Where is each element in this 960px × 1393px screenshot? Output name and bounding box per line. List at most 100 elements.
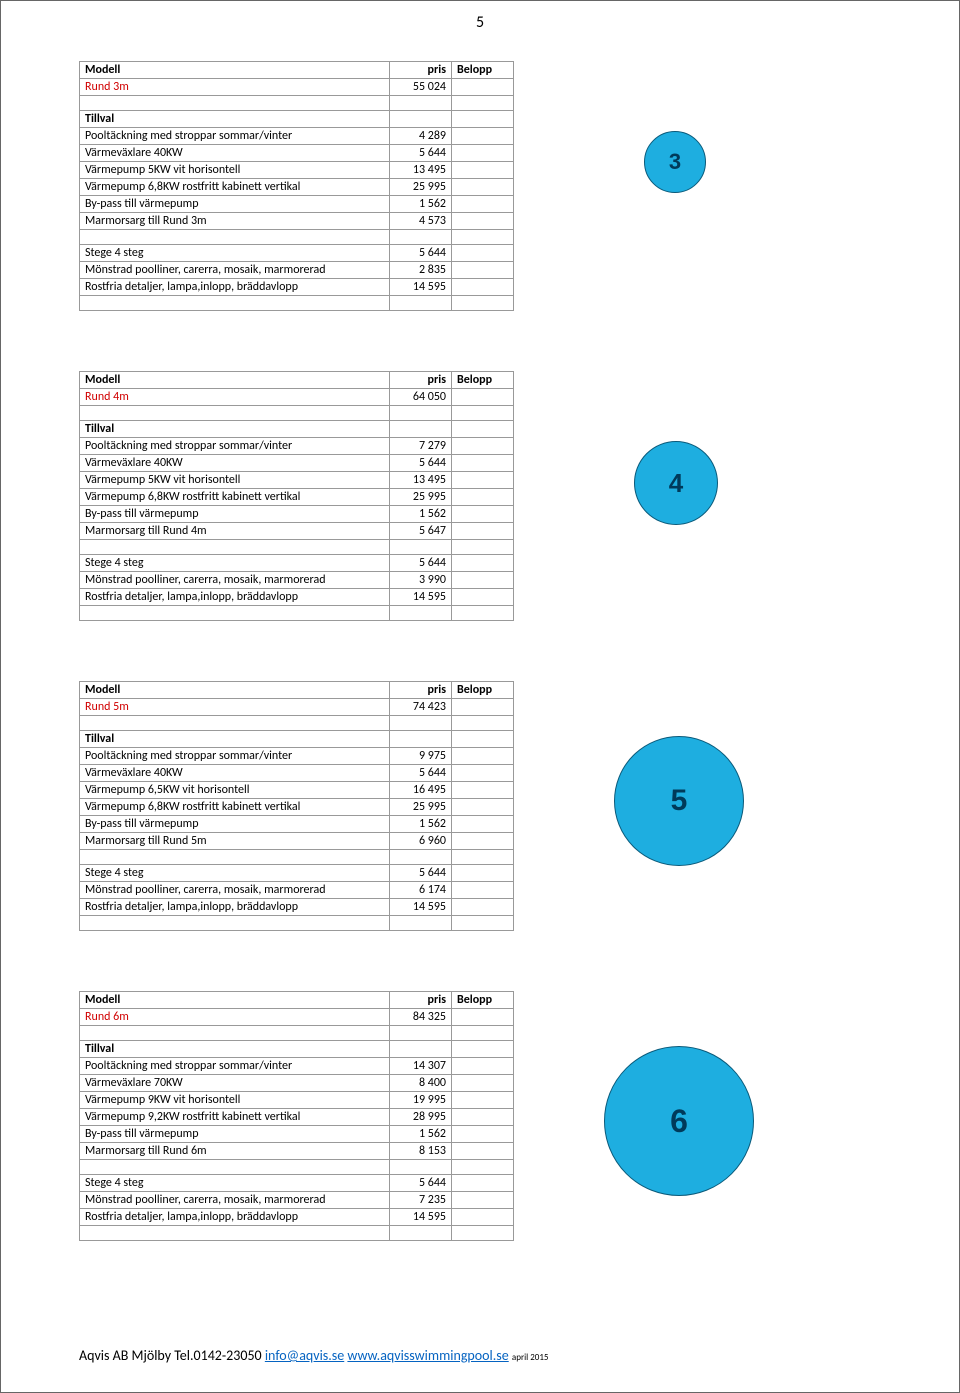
option-label: Marmorsarg till Rund 6m [80, 1143, 390, 1160]
empty-cell [452, 1075, 514, 1092]
cell [80, 230, 390, 245]
cell [390, 96, 452, 111]
option-label: Rostfria detaljer, lampa,inlopp, bräddav… [80, 899, 390, 916]
cell [390, 1226, 452, 1241]
option-price: 5 644 [390, 145, 452, 162]
empty-cell [452, 245, 514, 262]
price-table: ModellprisBeloppRund 6m84 325TillvalPool… [79, 991, 514, 1241]
option-price: 5 644 [390, 555, 452, 572]
option-label: Värmepump 6,8KW rostfritt kabinett verti… [80, 799, 390, 816]
empty-cell [452, 79, 514, 96]
footer-email-link[interactable]: info@aqvis.se [265, 1347, 344, 1364]
option-label: Mönstrad poolliner, carerra, mosaik, mar… [80, 882, 390, 899]
option-price: 25 995 [390, 489, 452, 506]
header-belopp: Belopp [452, 682, 514, 699]
empty-cell [452, 279, 514, 296]
header-modell: Modell [80, 682, 390, 699]
option-label: Värmepump 9,2KW rostfritt kabinett verti… [80, 1109, 390, 1126]
cell [452, 230, 514, 245]
table-row [80, 96, 514, 111]
option-label: By-pass till värmepump [80, 506, 390, 523]
option-label: Värmepump 6,5KW vit horisontell [80, 782, 390, 799]
cell [80, 540, 390, 555]
option-price: 5 647 [390, 523, 452, 540]
table-row: Värmeväxlare 40KW5 644 [80, 765, 514, 782]
table-row: Pooltäckning med stroppar sommar/vinter7… [80, 438, 514, 455]
cell [80, 716, 390, 731]
option-label: Värmeväxlare 40KW [80, 455, 390, 472]
empty-cell [452, 833, 514, 850]
table-row: Rostfria detaljer, lampa,inlopp, bräddav… [80, 279, 514, 296]
cell [390, 296, 452, 311]
table-row: Stege 4 steg5 644 [80, 245, 514, 262]
table-row: Tillval [80, 731, 514, 748]
table-row: By-pass till värmepump1 562 [80, 816, 514, 833]
pool-circle-icon: 5 [614, 736, 744, 866]
table-row: Stege 4 steg5 644 [80, 555, 514, 572]
cell [452, 916, 514, 931]
price-section: ModellprisBeloppRund 4m64 050TillvalPool… [79, 371, 718, 621]
table-row [80, 850, 514, 865]
option-price: 4 573 [390, 213, 452, 230]
cell [452, 540, 514, 555]
footer-url-link[interactable]: www.aqvisswimmingpool.se [347, 1347, 508, 1364]
cell [452, 1226, 514, 1241]
option-label: Stege 4 steg [80, 245, 390, 262]
pool-circle-icon: 6 [604, 1046, 754, 1196]
price-section: ModellprisBeloppRund 6m84 325TillvalPool… [79, 991, 754, 1241]
page-number: 5 [476, 13, 484, 32]
empty-cell [452, 523, 514, 540]
option-price: 5 644 [390, 245, 452, 262]
table-row: Värmepump 9,2KW rostfritt kabinett verti… [80, 1109, 514, 1126]
option-label: Stege 4 steg [80, 1175, 390, 1192]
empty-cell [452, 1009, 514, 1026]
cell [452, 406, 514, 421]
cell [80, 96, 390, 111]
price-section: ModellprisBeloppRund 3m55 024TillvalPool… [79, 61, 706, 311]
empty-cell [452, 438, 514, 455]
table-row: Värmepump 6,8KW rostfritt kabinett verti… [80, 489, 514, 506]
cell [390, 421, 452, 438]
option-price: 5 644 [390, 865, 452, 882]
cell [80, 406, 390, 421]
option-label: Mönstrad poolliner, carerra, mosaik, mar… [80, 262, 390, 279]
cell [452, 1041, 514, 1058]
empty-cell [452, 572, 514, 589]
empty-cell [452, 765, 514, 782]
cell [452, 111, 514, 128]
cell [390, 606, 452, 621]
option-price: 6 960 [390, 833, 452, 850]
cell [452, 731, 514, 748]
header-modell: Modell [80, 62, 390, 79]
table-row: Tillval [80, 1041, 514, 1058]
model-name: Rund 3m [80, 79, 390, 96]
table-row: Pooltäckning med stroppar sommar/vinter9… [80, 748, 514, 765]
cell [390, 916, 452, 931]
table-row [80, 916, 514, 931]
table-row [80, 296, 514, 311]
table-row: Mönstrad poolliner, carerra, mosaik, mar… [80, 1192, 514, 1209]
option-price: 16 495 [390, 782, 452, 799]
empty-cell [452, 816, 514, 833]
model-name: Rund 5m [80, 699, 390, 716]
table-row: Marmorsarg till Rund 3m4 573 [80, 213, 514, 230]
cell [390, 731, 452, 748]
price-table: ModellprisBeloppRund 4m64 050TillvalPool… [79, 371, 514, 621]
table-row: Rund 5m74 423 [80, 699, 514, 716]
option-price: 8 153 [390, 1143, 452, 1160]
pool-diagram: 6 [604, 1046, 754, 1196]
option-price: 8 400 [390, 1075, 452, 1092]
cell [452, 96, 514, 111]
table-row: Värmepump 5KW vit horisontell13 495 [80, 162, 514, 179]
option-label: Rostfria detaljer, lampa,inlopp, bräddav… [80, 279, 390, 296]
cell [80, 1226, 390, 1241]
table-row: By-pass till värmepump1 562 [80, 1126, 514, 1143]
option-price: 6 174 [390, 882, 452, 899]
table-row: Rund 4m64 050 [80, 389, 514, 406]
table-row: ModellprisBelopp [80, 992, 514, 1009]
empty-cell [452, 899, 514, 916]
table-row: Pooltäckning med stroppar sommar/vinter4… [80, 128, 514, 145]
table-row [80, 1026, 514, 1041]
option-label: Rostfria detaljer, lampa,inlopp, bräddav… [80, 589, 390, 606]
option-label: Värmeväxlare 40KW [80, 765, 390, 782]
